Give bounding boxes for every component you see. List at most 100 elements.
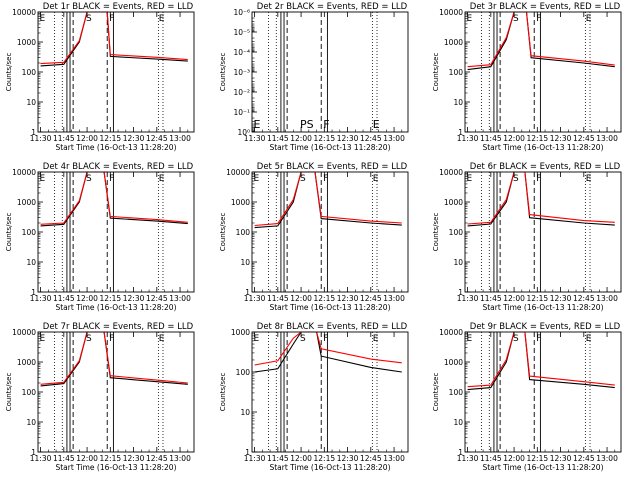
- y-tick-label: 10⁻²: [233, 88, 250, 97]
- y-tick-label: 10000: [439, 8, 463, 17]
- x-tick-label: 11:30: [457, 454, 479, 463]
- y-tick-label: 10000: [439, 328, 463, 337]
- x-tick-label: 11:30: [244, 134, 266, 143]
- y-tick-label: 10: [453, 418, 463, 427]
- x-tick-label: 11:30: [457, 294, 479, 303]
- x-tick-label: 12:30: [123, 134, 145, 143]
- x-axis-label: Start Time (16-Oct-13 11:28:20): [482, 463, 603, 472]
- x-tick-label: 13:00: [383, 134, 405, 143]
- y-tick-label: 1000: [231, 328, 250, 337]
- y-axis-label: Counts/sec: [219, 213, 227, 252]
- detector-panel-1: Det 1r BLACK = Events, RED = LLD E S F E 1 10 1…: [5, 2, 195, 152]
- y-tick-label: 10: [26, 418, 36, 427]
- plot-frame: [37, 11, 195, 133]
- x-tick-label: 11:30: [244, 294, 266, 303]
- x-tick-label: 12:45: [146, 294, 168, 303]
- marker-label: E: [586, 14, 592, 24]
- marker-label: S: [86, 174, 92, 184]
- detector-panel-9: Det 9r BLACK = Events, RED = LLD E S F E 1 10 1…: [432, 322, 622, 472]
- marker-label: F: [536, 14, 541, 24]
- marker-label: F: [536, 334, 541, 344]
- panel-title: Det 4r BLACK = Events, RED = LLD: [43, 162, 194, 172]
- x-tick-label: 13:00: [169, 134, 191, 143]
- x-tick-label: 12:30: [123, 454, 145, 463]
- x-axis-label: Start Time (16-Oct-13 11:28:20): [482, 303, 603, 312]
- marker-label: E: [373, 334, 379, 344]
- x-tick-label: 11:45: [267, 134, 289, 143]
- x-tick-label: 11:45: [53, 294, 75, 303]
- x-tick-label: 12:15: [100, 134, 122, 143]
- x-tick-label: 13:00: [169, 454, 191, 463]
- x-tick-label: 13:00: [596, 294, 618, 303]
- y-axis-label: Counts/sec: [432, 213, 440, 252]
- x-axis-label: Start Time (16-Oct-13 11:28:20): [269, 463, 390, 472]
- x-tick-label: 11:30: [30, 134, 52, 143]
- x-tick-label: 11:30: [30, 294, 52, 303]
- marker-label: S: [86, 14, 92, 24]
- x-tick-label: 11:45: [480, 294, 502, 303]
- y-axis-label: Counts/sec: [5, 53, 13, 92]
- plot-frame: [464, 331, 622, 453]
- plot-frame: [37, 171, 195, 293]
- marker-label: E: [586, 334, 592, 344]
- x-tick-label: 12:30: [337, 454, 359, 463]
- x-tick-label: 11:45: [267, 294, 289, 303]
- y-axis-label: Counts/sec: [432, 53, 440, 92]
- x-tick-label: 12:15: [527, 454, 549, 463]
- marker-label: PS: [300, 118, 314, 131]
- y-tick-label: 1000: [17, 38, 36, 47]
- marker-label: S: [300, 334, 306, 344]
- marker-label: F: [109, 174, 114, 184]
- x-tick-label: 13:00: [169, 294, 191, 303]
- panel-title: Det 1r BLACK = Events, RED = LLD: [43, 2, 194, 12]
- y-tick-label: 10: [453, 98, 463, 107]
- y-tick-label: 10: [26, 98, 36, 107]
- marker-label: E: [253, 334, 259, 344]
- y-tick-label: 1: [458, 128, 463, 137]
- y-tick-label: 1000: [17, 198, 36, 207]
- marker-label: E: [159, 14, 165, 24]
- x-tick-label: 11:30: [457, 134, 479, 143]
- marker-label: F: [109, 334, 114, 344]
- marker-label: S: [513, 174, 519, 184]
- y-tick-label: 100: [22, 228, 37, 237]
- x-axis-label: Start Time (16-Oct-13 11:28:20): [482, 143, 603, 152]
- x-axis-label: Start Time (16-Oct-13 11:28:20): [269, 143, 390, 152]
- y-tick-label: 1000: [444, 38, 463, 47]
- x-tick-label: 12:15: [100, 454, 122, 463]
- x-tick-label: 13:00: [383, 294, 405, 303]
- x-tick-label: 12:45: [146, 134, 168, 143]
- panel-title: Det 2r BLACK = Events, RED = LLD: [257, 2, 408, 12]
- y-tick-label: 1: [458, 448, 463, 457]
- plot-frame: [464, 171, 622, 293]
- x-tick-label: 12:00: [503, 454, 525, 463]
- marker-label: F: [109, 14, 114, 24]
- x-tick-label: 12:45: [573, 454, 595, 463]
- panel-title: Det 5r BLACK = Events, RED = LLD: [257, 162, 408, 172]
- y-tick-label: 1: [245, 448, 250, 457]
- marker-label: E: [39, 174, 45, 184]
- plot-frame: [251, 331, 409, 453]
- plot-frame: [37, 331, 195, 453]
- x-tick-label: 12:15: [314, 294, 336, 303]
- marker-label: F: [536, 174, 541, 184]
- y-tick-label: 10000: [12, 168, 36, 177]
- panel-title: Det 8r BLACK = Events, RED = LLD: [257, 322, 408, 332]
- marker-label: E: [466, 14, 472, 24]
- x-tick-label: 12:15: [314, 134, 336, 143]
- x-tick-label: 12:30: [337, 294, 359, 303]
- marker-label: E: [39, 14, 45, 24]
- y-tick-label: 10: [240, 408, 250, 417]
- y-tick-label: 10000: [439, 168, 463, 177]
- marker-label: E: [373, 118, 380, 131]
- detector-panel-8: Det 8r BLACK = Events, RED = LLD E S F E 1 10 1…: [219, 322, 409, 472]
- x-axis-label: Start Time (16-Oct-13 11:28:20): [55, 143, 176, 152]
- y-tick-label: 100: [449, 228, 464, 237]
- x-tick-label: 11:30: [244, 454, 266, 463]
- y-axis-label: Counts/sec: [5, 213, 13, 252]
- marker-label: E: [159, 174, 165, 184]
- y-tick-label: 10⁰: [237, 128, 250, 137]
- y-tick-label: 10⁻⁴: [233, 48, 250, 57]
- y-tick-label: 10⁻⁶: [233, 8, 250, 17]
- y-tick-label: 1000: [444, 198, 463, 207]
